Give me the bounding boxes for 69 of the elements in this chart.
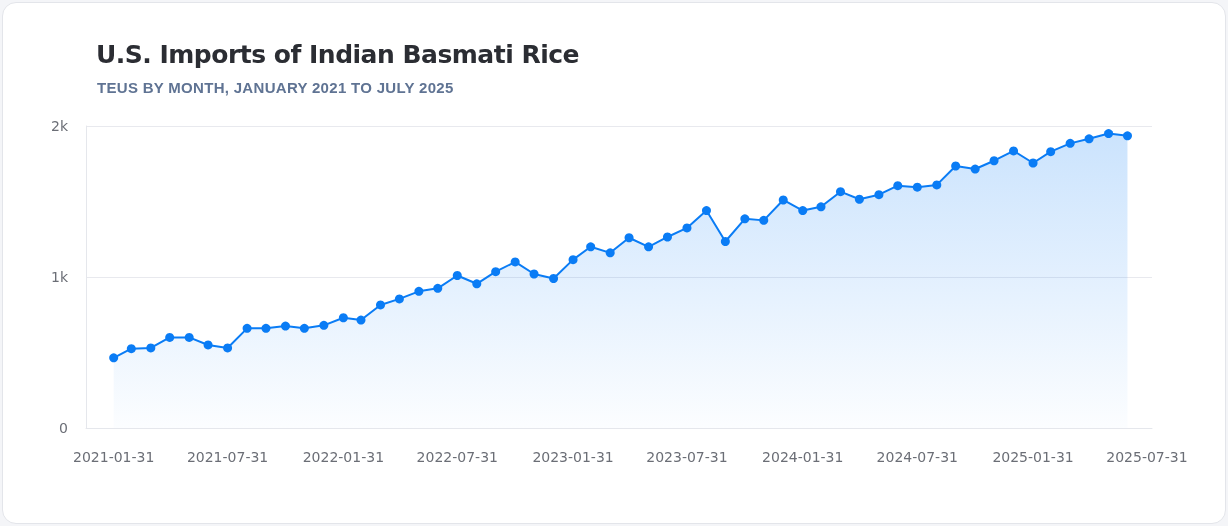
point (778, 195, 788, 205)
point (874, 190, 884, 200)
point (816, 202, 826, 212)
x-tick-label: 2022-01-31 (302, 449, 385, 465)
point (184, 332, 194, 342)
x-tick-label: 2023-01-31 (532, 449, 614, 465)
x-tick-label: 2021-07-31 (186, 449, 269, 465)
point (203, 340, 213, 350)
y-tick-label: 2k (50, 118, 69, 134)
point (146, 343, 156, 353)
point (356, 315, 366, 325)
point (1009, 146, 1019, 156)
y-tick-label: 1k (50, 269, 69, 285)
point (1122, 131, 1132, 141)
point (1046, 147, 1056, 157)
point (682, 223, 692, 233)
point (586, 242, 596, 252)
point (510, 257, 520, 267)
point (1028, 158, 1038, 168)
point (338, 313, 348, 323)
point (280, 321, 290, 331)
point (836, 187, 846, 197)
point (912, 182, 922, 192)
y-tick-label: 0 (59, 420, 68, 436)
x-tick-label: 2021-01-31 (73, 449, 155, 465)
point (970, 164, 980, 174)
point (798, 206, 808, 216)
point (126, 344, 136, 354)
point (242, 323, 252, 333)
point (740, 214, 750, 224)
point (720, 237, 730, 247)
point (605, 248, 615, 258)
point (759, 215, 769, 225)
point (951, 161, 961, 171)
x-tick-label: 2025-01-31 (992, 449, 1074, 465)
x-tick-label: 2023-07-31 (646, 449, 728, 465)
point (1104, 129, 1114, 139)
x-tick-label: 2024-07-31 (876, 449, 958, 465)
point (472, 279, 482, 289)
point (893, 181, 903, 191)
point (491, 267, 501, 277)
point (433, 283, 443, 293)
point (701, 206, 711, 216)
x-tick-label: 2025-07-31 (1106, 449, 1188, 465)
point (624, 233, 634, 243)
point (223, 343, 233, 353)
point (319, 320, 329, 330)
point (854, 194, 864, 204)
point (299, 323, 309, 333)
point (989, 156, 999, 166)
point (529, 269, 539, 279)
point (394, 294, 404, 304)
point (1065, 138, 1075, 148)
point (549, 274, 559, 284)
chart-title: U.S. Imports of Indian Basmati Rice (96, 40, 580, 69)
x-tick-label: 2024-01-31 (762, 449, 844, 465)
point (644, 242, 654, 252)
point (568, 255, 578, 265)
point (932, 180, 942, 190)
point (662, 232, 672, 242)
point (1084, 134, 1094, 144)
point (109, 353, 119, 363)
point (452, 270, 462, 280)
point (165, 332, 175, 342)
point (414, 286, 424, 296)
point (261, 323, 271, 333)
chart-subtitle: TEUS BY MONTH, JANUARY 2021 TO JULY 2025 (97, 79, 454, 96)
point (376, 300, 385, 310)
x-tick-label: 2022-07-31 (416, 449, 498, 465)
